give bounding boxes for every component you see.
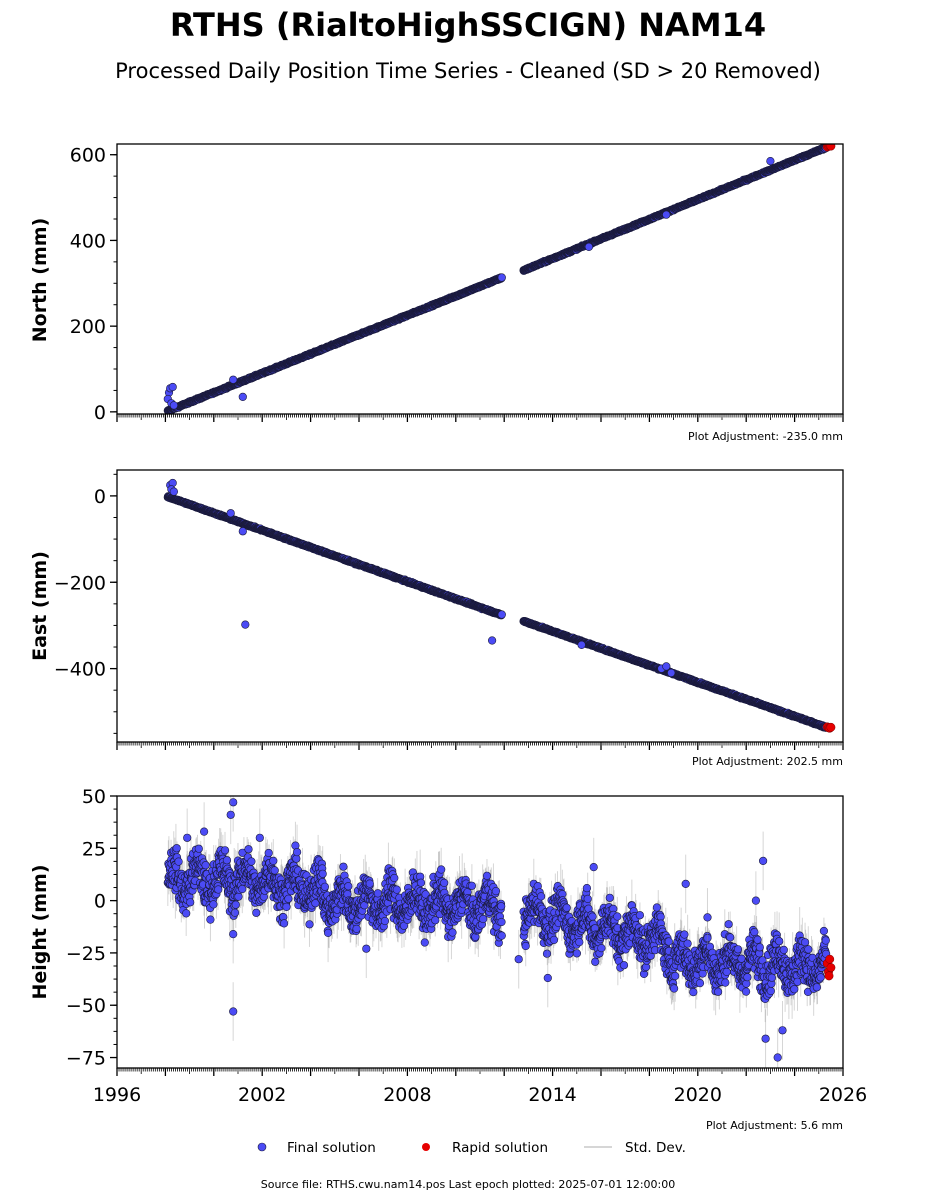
final-point — [497, 273, 506, 282]
y-tick-label: 400 — [70, 230, 106, 252]
figure-title: RTHS (RialtoHighSSCIGN) NAM14 — [170, 6, 766, 44]
rapid-point — [826, 144, 836, 151]
final-point — [497, 610, 506, 619]
y-tick-label: 200 — [70, 316, 106, 338]
north-panel: 0 200 400 600 North (mm) Plot Adjustment: -23… — [29, 143, 844, 443]
final-point — [169, 401, 178, 410]
final-point — [584, 242, 594, 251]
final-point — [238, 392, 247, 402]
final-point — [168, 382, 177, 392]
y-tick-label: 0 — [94, 402, 106, 424]
north-y-axis-label: North (mm) — [29, 218, 51, 343]
final-point — [662, 210, 671, 219]
figure-subtitle: Processed Daily Position Time Series - C… — [115, 59, 821, 83]
y-tick-label: 600 — [70, 145, 106, 167]
final-point — [766, 157, 775, 166]
north-plot-area — [163, 144, 836, 414]
north-plot-adjustment: Plot Adjustment: -235.0 mm — [688, 430, 843, 443]
east-plot-area — [163, 478, 836, 733]
final-point — [229, 375, 238, 384]
